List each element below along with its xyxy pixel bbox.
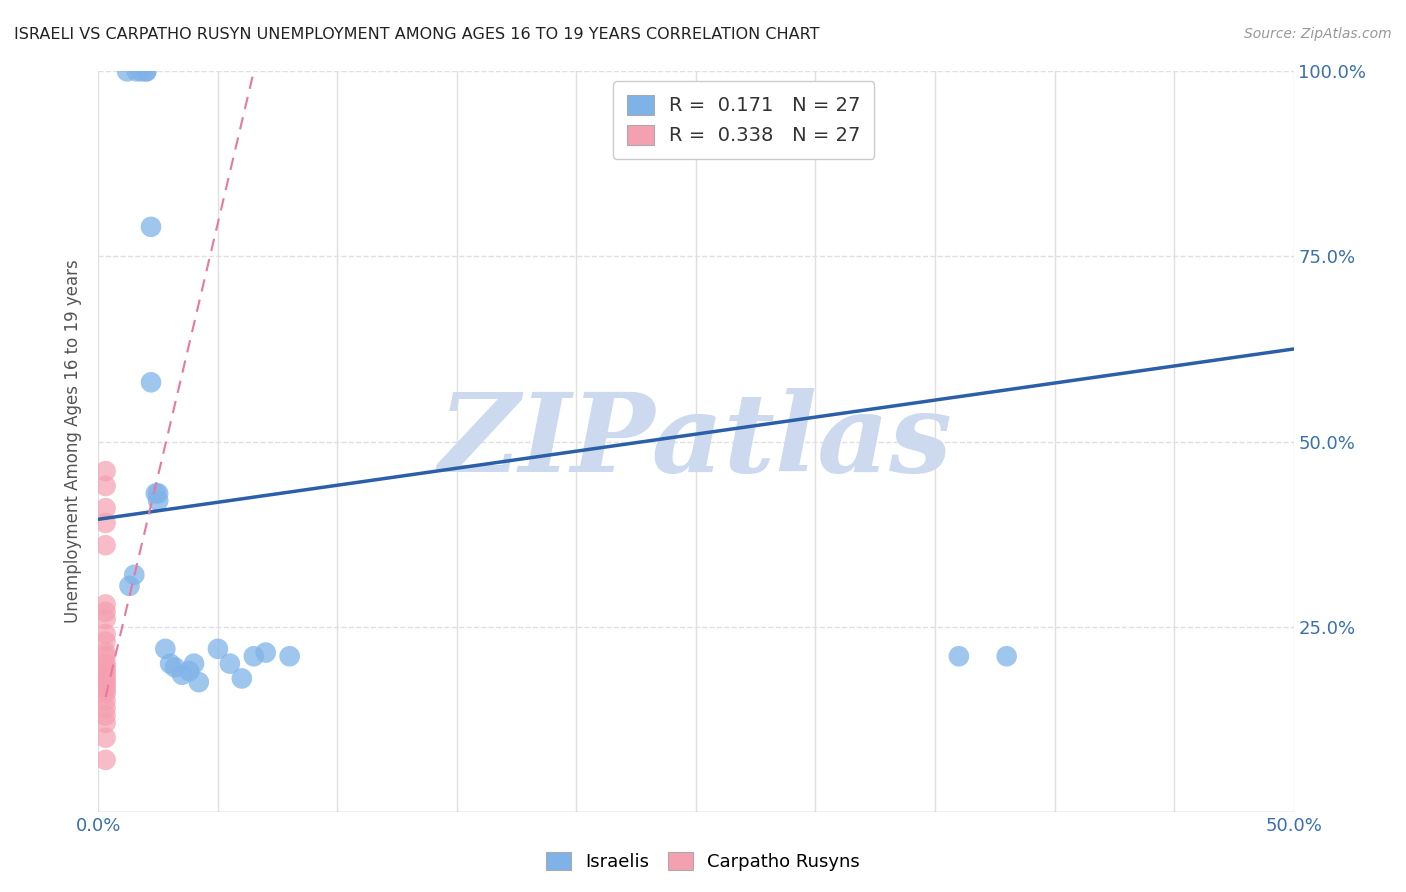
Point <box>94 501 117 516</box>
Point <box>148 493 170 508</box>
Point <box>231 672 253 686</box>
Point <box>94 672 117 686</box>
Text: ISRAELI VS CARPATHO RUSYN UNEMPLOYMENT AMONG AGES 16 TO 19 YEARS CORRELATION CHA: ISRAELI VS CARPATHO RUSYN UNEMPLOYMENT A… <box>14 27 820 42</box>
Point <box>94 708 117 723</box>
Point <box>139 376 162 390</box>
Point <box>948 649 970 664</box>
Point <box>278 649 301 664</box>
Point <box>135 64 157 78</box>
Point <box>159 657 181 671</box>
Point <box>94 701 117 715</box>
Point <box>94 753 117 767</box>
Point <box>94 682 117 697</box>
Point <box>125 64 148 78</box>
Point <box>219 657 242 671</box>
Point <box>148 486 170 500</box>
Point <box>94 646 117 660</box>
Point <box>94 605 117 619</box>
Point <box>94 479 117 493</box>
Point <box>131 64 153 78</box>
Point <box>995 649 1018 664</box>
Point <box>115 64 138 78</box>
Point <box>94 657 117 671</box>
Legend: R =  0.171   N = 27, R =  0.338   N = 27: R = 0.171 N = 27, R = 0.338 N = 27 <box>613 81 875 159</box>
Point <box>94 664 117 678</box>
Point <box>94 686 117 700</box>
Point <box>94 675 117 690</box>
Point <box>94 715 117 730</box>
Point <box>207 641 229 656</box>
Point <box>94 649 117 664</box>
Point <box>145 486 167 500</box>
Point <box>94 679 117 693</box>
Point <box>94 538 117 552</box>
Point <box>124 567 146 582</box>
Point <box>118 579 141 593</box>
Point <box>94 660 117 674</box>
Point <box>94 464 117 478</box>
Point <box>243 649 266 664</box>
Point <box>94 516 117 530</box>
Point <box>135 64 157 78</box>
Point <box>163 660 186 674</box>
Point <box>172 667 194 681</box>
Point <box>254 646 277 660</box>
Point <box>94 731 117 745</box>
Point <box>187 675 209 690</box>
Point <box>94 694 117 708</box>
Point <box>179 664 201 678</box>
Point <box>155 641 177 656</box>
Point <box>94 667 117 681</box>
Point <box>94 598 117 612</box>
Legend: Israelis, Carpatho Rusyns: Israelis, Carpatho Rusyns <box>538 845 868 879</box>
Y-axis label: Unemployment Among Ages 16 to 19 years: Unemployment Among Ages 16 to 19 years <box>65 260 83 624</box>
Text: Source: ZipAtlas.com: Source: ZipAtlas.com <box>1244 27 1392 41</box>
Point <box>94 612 117 626</box>
Text: ZIPatlas: ZIPatlas <box>439 388 953 495</box>
Point <box>183 657 205 671</box>
Point <box>94 634 117 648</box>
Point <box>94 627 117 641</box>
Point <box>139 219 162 234</box>
